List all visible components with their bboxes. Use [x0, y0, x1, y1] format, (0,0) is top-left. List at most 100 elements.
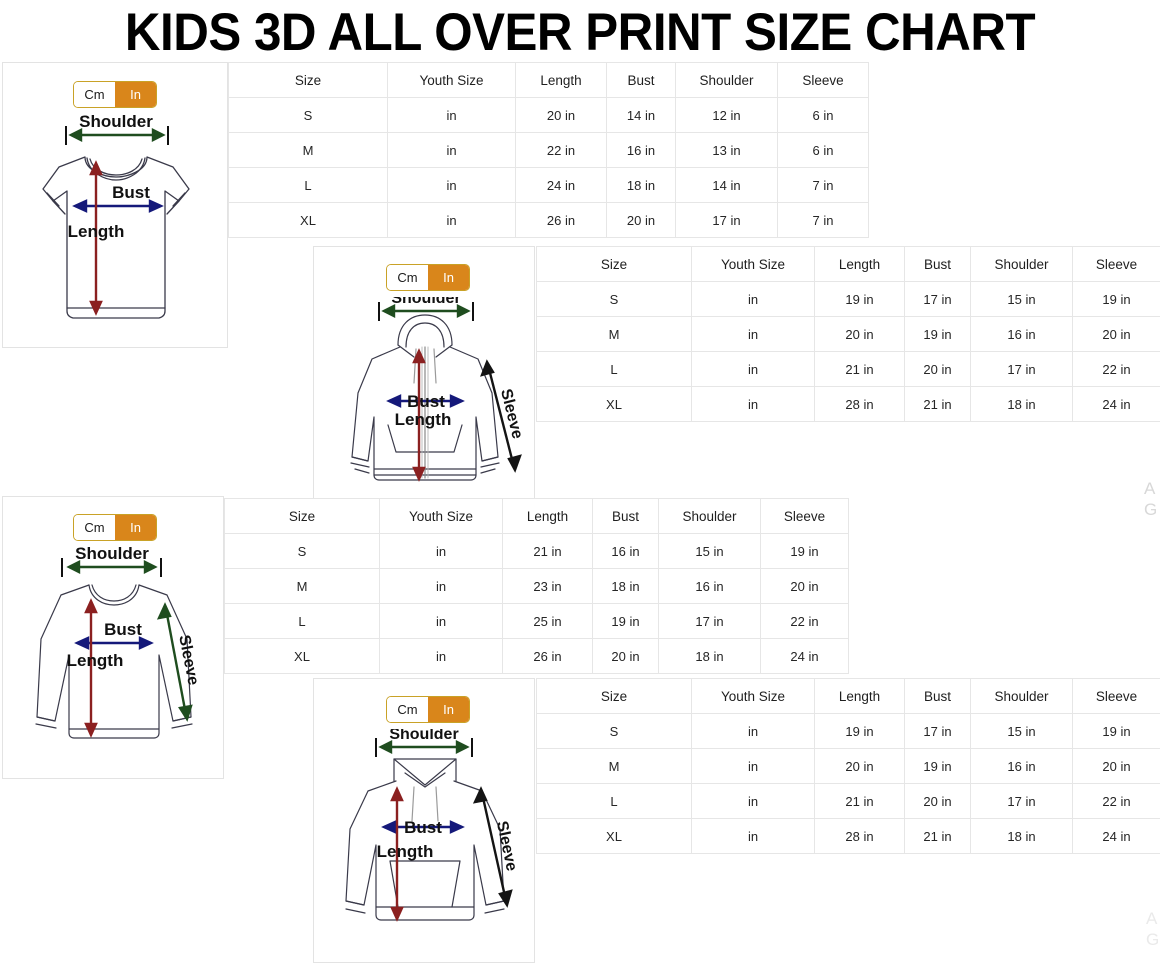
col-length: Length [502, 498, 593, 534]
table-row: XL in 28 in 21 in 18 in 24 in [536, 818, 1160, 854]
cell-sleeve: 24 in [1072, 818, 1160, 854]
unit-toggle-cm[interactable]: Cm [387, 697, 428, 722]
cell-shoulder: 12 in [675, 97, 778, 133]
table-header-row: Size Youth Size Length Bust Shoulder Sle… [228, 62, 869, 98]
svg-text:Length: Length [377, 842, 434, 861]
garment-diagram-short-sleeve-tshirt: Shoulder Bust Length [13, 115, 219, 343]
col-sleeve: Sleeve [1072, 678, 1160, 714]
unit-toggle-pullover-hoodie[interactable]: Cm In [386, 696, 470, 723]
cell-shoulder: 15 in [970, 281, 1073, 317]
cell-bust: 19 in [904, 316, 971, 352]
cell-shoulder: 18 in [970, 386, 1073, 422]
cell-sleeve: 20 in [1072, 316, 1160, 352]
cell-bust: 20 in [904, 351, 971, 387]
svg-text:Bust: Bust [404, 818, 442, 837]
cell-size: XL [228, 202, 388, 238]
col-bust: Bust [606, 62, 676, 98]
cell-length: 26 in [502, 638, 593, 674]
col-youth: Youth Size [691, 246, 815, 282]
cell-bust: 21 in [904, 818, 971, 854]
cell-length: 21 in [814, 783, 905, 819]
col-bust: Bust [904, 678, 971, 714]
unit-toggle-tshirt[interactable]: Cm In [73, 81, 157, 108]
cell-length: 19 in [814, 713, 905, 749]
col-size: Size [536, 246, 692, 282]
cell-sleeve: 24 in [1072, 386, 1160, 422]
cell-length: 20 in [814, 316, 905, 352]
svg-text:Length: Length [68, 222, 125, 241]
garment-diagram-pullover-hoodie: Shoulder Bust Length [322, 729, 528, 959]
cell-bust: 18 in [592, 568, 659, 604]
size-table-tshirt: Size Youth Size Length Bust Shoulder Sle… [228, 62, 869, 238]
cell-bust: 21 in [904, 386, 971, 422]
unit-toggle-in[interactable]: In [428, 265, 469, 290]
cell-shoulder: 17 in [658, 603, 761, 639]
col-youth: Youth Size [387, 62, 516, 98]
cell-sleeve: 6 in [777, 97, 869, 133]
cell-shoulder: 18 in [970, 818, 1073, 854]
cell-length: 21 in [814, 351, 905, 387]
svg-text:Shoulder: Shoulder [391, 297, 460, 307]
col-length: Length [515, 62, 607, 98]
watermark-bottom-line2: G [1146, 930, 1160, 949]
cell-size: XL [224, 638, 380, 674]
cell-bust: 17 in [904, 713, 971, 749]
cell-youth: in [387, 202, 516, 238]
svg-text:Bust: Bust [112, 183, 150, 202]
col-bust: Bust [592, 498, 659, 534]
cell-sleeve: 19 in [760, 533, 849, 569]
figure-panel-pullover-hoodie: Cm In [313, 678, 535, 963]
unit-toggle-zip-hoodie[interactable]: Cm In [386, 264, 470, 291]
cell-length: 22 in [515, 132, 607, 168]
svg-text:Shoulder: Shoulder [79, 115, 153, 131]
cell-youth: in [387, 97, 516, 133]
unit-toggle-in[interactable]: In [115, 515, 156, 540]
cell-size: S [224, 533, 380, 569]
cell-length: 23 in [502, 568, 593, 604]
cell-size: M [228, 132, 388, 168]
unit-toggle-cm[interactable]: Cm [74, 82, 115, 107]
svg-text:Bust: Bust [407, 392, 445, 411]
cell-bust: 16 in [592, 533, 659, 569]
cell-sleeve: 7 in [777, 167, 869, 203]
garment-diagram-zip-up-hoodie: Shoulder Bust Length [322, 297, 528, 497]
cell-sleeve: 22 in [1072, 783, 1160, 819]
table-header-row: Size Youth Size Length Bust Shoulder Sle… [536, 246, 1160, 282]
cell-youth: in [379, 568, 503, 604]
col-size: Size [224, 498, 380, 534]
cell-shoulder: 16 in [970, 316, 1073, 352]
cell-shoulder: 15 in [658, 533, 761, 569]
table-row: L in 24 in 18 in 14 in 7 in [228, 167, 869, 203]
unit-toggle-cm[interactable]: Cm [387, 265, 428, 290]
cell-youth: in [691, 281, 815, 317]
table-row: M in 20 in 19 in 16 in 20 in [536, 748, 1160, 784]
size-table-long-sleeve: Size Youth Size Length Bust Shoulder Sle… [224, 498, 849, 674]
cell-sleeve: 7 in [777, 202, 869, 238]
cell-youth: in [691, 316, 815, 352]
unit-toggle-long-sleeve[interactable]: Cm In [73, 514, 157, 541]
cell-sleeve: 20 in [760, 568, 849, 604]
cell-sleeve: 19 in [1072, 281, 1160, 317]
cell-bust: 16 in [606, 132, 676, 168]
unit-toggle-cm[interactable]: Cm [74, 515, 115, 540]
cell-length: 28 in [814, 386, 905, 422]
table-header-row: Size Youth Size Length Bust Shoulder Sle… [224, 498, 849, 534]
svg-text:Length: Length [395, 410, 452, 429]
cell-bust: 20 in [606, 202, 676, 238]
cell-shoulder: 14 in [675, 167, 778, 203]
unit-toggle-in[interactable]: In [428, 697, 469, 722]
col-shoulder: Shoulder [658, 498, 761, 534]
cell-youth: in [379, 638, 503, 674]
figure-panel-long-sleeve: Cm In [2, 496, 224, 779]
watermark-bottom-line1: A [1146, 909, 1158, 928]
cell-size: L [224, 603, 380, 639]
cell-length: 21 in [502, 533, 593, 569]
unit-toggle-in[interactable]: In [115, 82, 156, 107]
cell-youth: in [387, 167, 516, 203]
cell-sleeve: 24 in [760, 638, 849, 674]
cell-youth: in [387, 132, 516, 168]
cell-bust: 19 in [904, 748, 971, 784]
cell-bust: 20 in [904, 783, 971, 819]
col-sleeve: Sleeve [777, 62, 869, 98]
